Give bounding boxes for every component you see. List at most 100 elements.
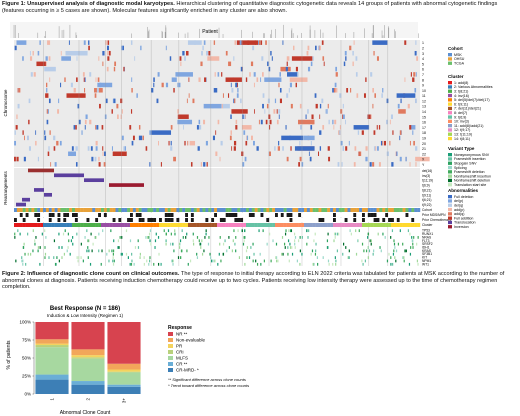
mutation-cell bbox=[256, 262, 259, 266]
annotation-cell bbox=[112, 213, 116, 217]
annotation-cell bbox=[225, 223, 229, 227]
mutation-cell bbox=[296, 259, 298, 263]
annotation-cell bbox=[219, 208, 223, 212]
annotation-cell bbox=[333, 213, 337, 217]
chromosome-cell bbox=[17, 103, 20, 109]
annotation-cell bbox=[66, 218, 70, 222]
annotation-cell bbox=[130, 223, 134, 227]
mutation-cell bbox=[165, 242, 167, 246]
annotation-cell bbox=[248, 218, 252, 222]
annotation-cell bbox=[109, 223, 113, 227]
chromosome-cell bbox=[107, 40, 110, 45]
chromosome-cell bbox=[203, 119, 206, 125]
annotation-cell bbox=[77, 213, 81, 217]
chromosome-cell bbox=[45, 56, 48, 61]
chromosome-cell bbox=[405, 156, 407, 162]
annotation-cell bbox=[16, 223, 20, 227]
legend-note: ** Significant difference across clone c… bbox=[168, 377, 246, 382]
annotation-cell bbox=[393, 213, 397, 217]
bar-segment bbox=[35, 345, 69, 348]
chromosome-cell bbox=[233, 56, 235, 61]
annotation-cell bbox=[106, 223, 110, 227]
chromosome-cell bbox=[45, 61, 47, 67]
annotation-cell bbox=[301, 213, 305, 217]
annotation-cell bbox=[66, 223, 70, 227]
mutation-cell bbox=[196, 256, 199, 259]
mutation-cell bbox=[338, 232, 340, 236]
chromosome-cell bbox=[321, 98, 324, 104]
annotation-cell bbox=[115, 208, 119, 212]
annotation-cell bbox=[292, 223, 296, 227]
chromosome-cell bbox=[103, 162, 106, 167]
chromosome-cell bbox=[415, 72, 417, 77]
mutation-cell bbox=[252, 259, 254, 263]
chromosome-cell bbox=[229, 135, 232, 141]
mutation-cell bbox=[23, 242, 25, 246]
chromosome-cell bbox=[245, 140, 248, 146]
legend-note: * Trend toward difference across clone c… bbox=[168, 383, 249, 388]
chromosome-label: 4 bbox=[422, 57, 424, 61]
response-legend-swatch bbox=[168, 362, 173, 366]
annotation-cell bbox=[48, 208, 52, 212]
chromosome-cell bbox=[46, 93, 49, 98]
cluster-legend-swatch bbox=[448, 102, 452, 106]
chromosome-label: 20 bbox=[422, 142, 426, 146]
chromosome-cell bbox=[243, 130, 246, 135]
annotation-cell bbox=[318, 208, 322, 212]
cluster-legend-item: 10: inv(3) bbox=[454, 120, 469, 124]
chromosome-cell bbox=[345, 56, 347, 61]
chromosome-cell bbox=[122, 45, 124, 51]
chart-subtitle: Induction & Low Intensity (Regimen 1) bbox=[47, 313, 124, 318]
annotation-cell bbox=[246, 223, 250, 227]
annotation-cell bbox=[402, 218, 406, 222]
mutation-cell bbox=[270, 259, 272, 263]
mutation-cell bbox=[363, 249, 365, 253]
chromosome-label: 17 bbox=[422, 126, 426, 130]
cluster-legend-item: 8: del(7) bbox=[454, 111, 467, 115]
mutation-cell bbox=[260, 262, 262, 266]
annotation-cell bbox=[199, 208, 203, 212]
mutation-cell bbox=[222, 252, 224, 256]
bar-segment bbox=[71, 358, 105, 382]
chromosome-cell bbox=[245, 77, 248, 82]
mutation-cell bbox=[263, 259, 265, 263]
chromosome-cell bbox=[189, 140, 196, 146]
annotation-cell bbox=[199, 213, 203, 217]
mutation-cell bbox=[186, 249, 188, 253]
annotation-cell bbox=[179, 218, 183, 222]
annotation-cell bbox=[277, 218, 281, 222]
chromosome-cell bbox=[87, 146, 90, 151]
mutation-cell bbox=[334, 236, 336, 239]
chromosome-cell bbox=[399, 130, 402, 135]
mutation-cell bbox=[407, 229, 410, 233]
annotation-cell bbox=[402, 213, 406, 217]
chromosome-cell bbox=[285, 125, 287, 130]
chromosome-cell bbox=[75, 162, 78, 167]
mutation-cell bbox=[235, 236, 237, 239]
annotation-cell bbox=[208, 213, 212, 217]
mutation-cell bbox=[299, 262, 301, 266]
annotation-cell bbox=[399, 208, 403, 212]
mutation-cell bbox=[402, 242, 404, 246]
chromosome-cell bbox=[236, 93, 239, 98]
chromosome-cell bbox=[219, 156, 221, 162]
chromosome-cell bbox=[260, 77, 262, 82]
y-tick-label: 100% bbox=[19, 320, 31, 325]
chromosome-cell bbox=[287, 72, 299, 77]
mutation-cell bbox=[155, 232, 157, 236]
mutation-cell bbox=[192, 242, 195, 246]
chromosome-cell bbox=[97, 82, 113, 88]
annotation-cell bbox=[118, 208, 122, 212]
chromosome-label: 9 bbox=[422, 84, 424, 88]
chromosome-label: 13 bbox=[422, 105, 426, 109]
mutation-cell bbox=[113, 259, 115, 263]
annotation-cell bbox=[132, 223, 136, 227]
chromosome-cell bbox=[54, 162, 57, 167]
chromosome-cell bbox=[35, 130, 37, 135]
chromosome-cell bbox=[352, 50, 354, 56]
mutation-cell bbox=[332, 262, 334, 266]
annotation-cell bbox=[185, 223, 189, 227]
chromosome-label: 11 bbox=[422, 94, 426, 98]
annotation-cell bbox=[31, 223, 35, 227]
chromosome-cell bbox=[28, 119, 30, 125]
